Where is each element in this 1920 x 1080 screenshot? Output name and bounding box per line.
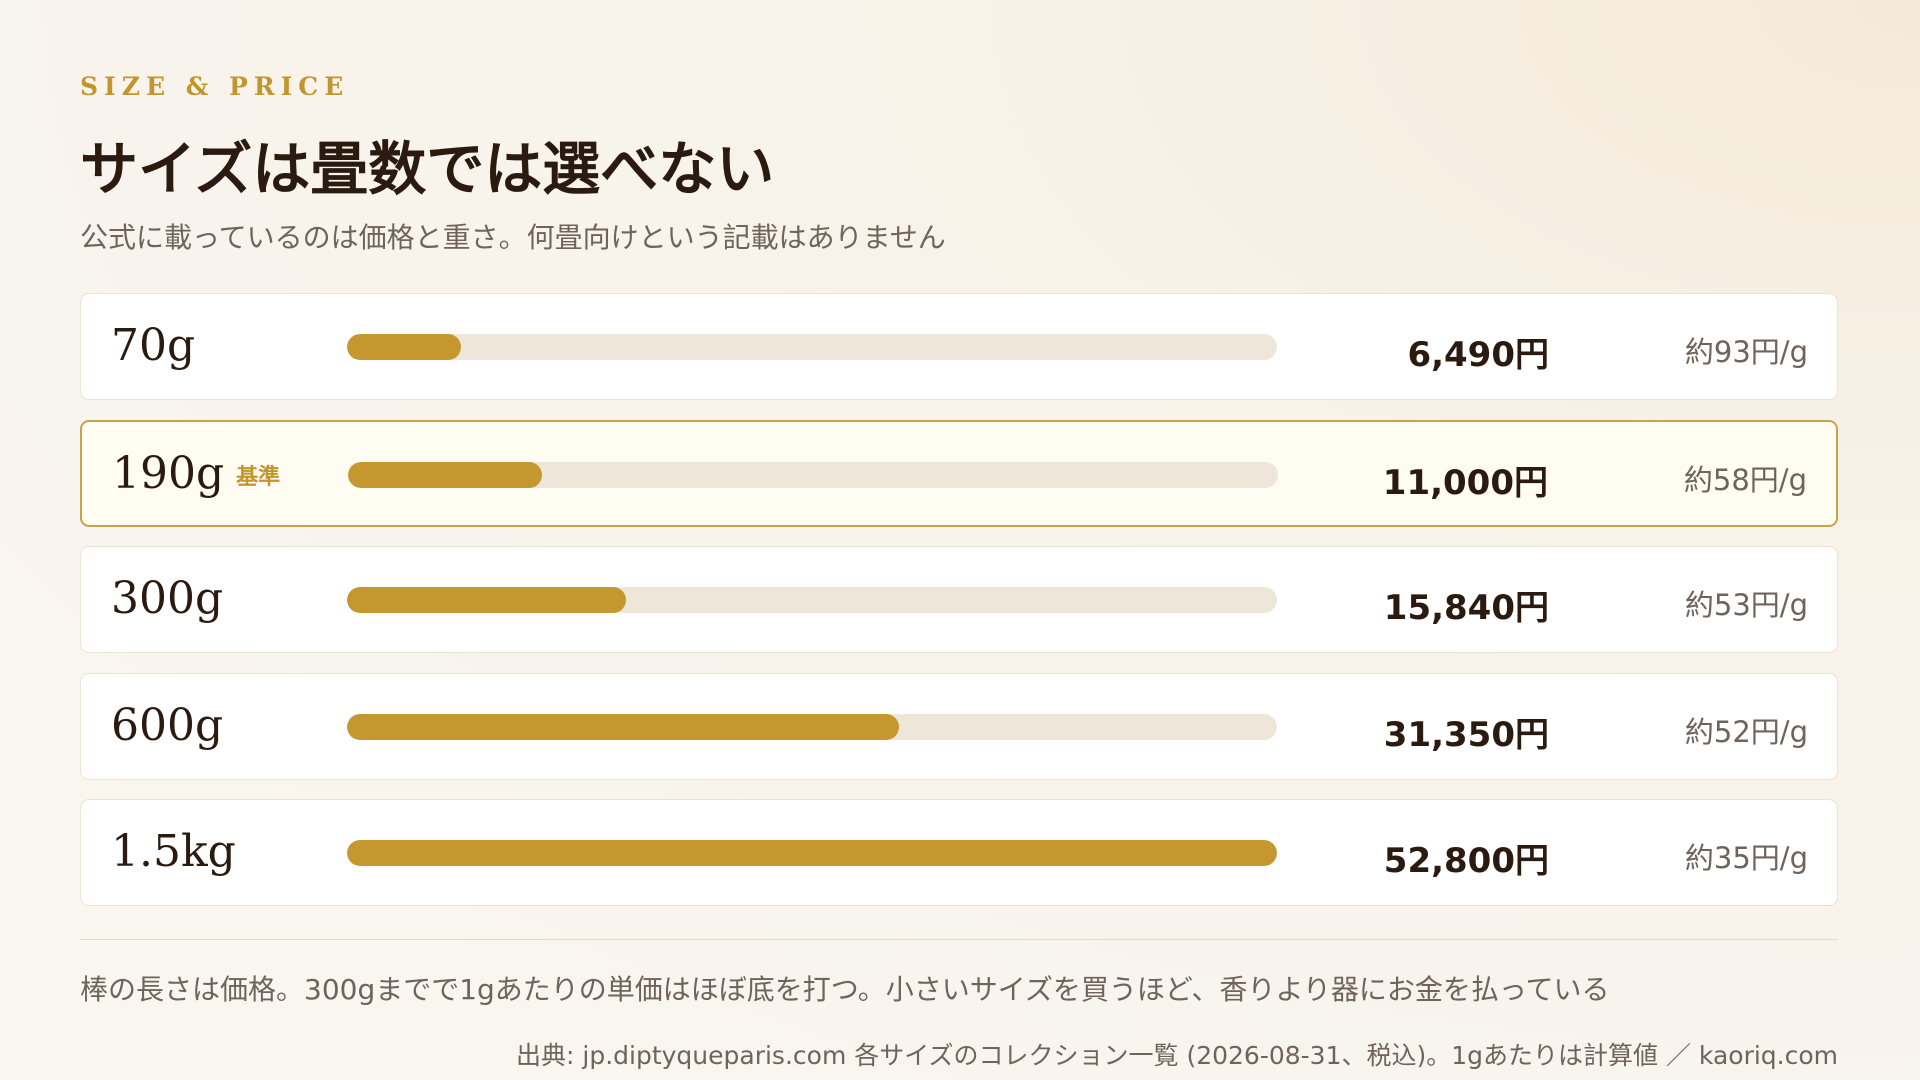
unit-price-label: 約58円/g [1683,462,1807,497]
bar-row: 600g 31,350円 約52円/g [80,672,1838,780]
page-subtitle: 公式に載っているのは価格と重さ。何畳向けという記載はありません [80,221,946,254]
page-title: サイズは畳数では選べない [80,135,775,203]
bar-track [347,713,1277,740]
unit-price-label: 約52円/g [1684,714,1808,749]
size-label: 600g [111,700,223,751]
bar [347,713,899,740]
size-label: 300g [111,573,223,624]
bar-track [348,461,1278,488]
unit-price-label: 約35円/g [1684,841,1808,875]
unit-price-label: 約53円/g [1684,588,1808,622]
size-label-text: 300g [111,573,224,624]
bar [347,587,626,613]
size-label-text: 190g [112,447,225,499]
chart-page: SIZE & PRICE サイズは畳数では選べない 公式に載っているのは価格と重… [80,0,1840,1080]
bar-track [347,840,1277,866]
bar-row: 300g 15,840円 約53円/g [80,546,1838,653]
bar [348,461,542,488]
bar-row: 70g 6,490円 約93円/g [80,293,1838,400]
source-credit: 出典: jp.diptyqueparis.com 各サイズのコレクション一覧 (… [516,1041,1838,1070]
price-label: 6,490円 [1407,335,1549,375]
price-label: 11,000円 [1382,462,1548,503]
size-label: 1.5kg [111,826,236,877]
bar-row: 190g 基準 11,000円 約58円/g [80,419,1838,527]
size-label: 70g [111,320,195,371]
bar [347,840,1277,866]
size-label-text: 1.5kg [111,826,236,877]
price-label: 31,350円 [1383,714,1549,755]
section-kicker: SIZE & PRICE [80,72,350,101]
baseline-badge: 基準 [236,464,281,490]
divider [80,939,1838,940]
unit-price-label: 約93円/g [1684,335,1808,369]
bar [347,334,461,360]
price-label: 52,800円 [1383,841,1549,881]
size-label-text: 600g [111,699,224,751]
price-label: 15,840円 [1383,588,1549,628]
size-label-text: 70g [111,320,196,371]
size-label: 190g 基準 [112,448,280,499]
bar-row: 1.5kg 52,800円 約35円/g [80,799,1838,906]
bar-track [347,334,1277,360]
bar-track [347,587,1277,613]
chart-note: 棒の長さは価格。300gまでで1gあたりの単価はほぼ底を打つ。小さいサイズを買う… [80,973,1610,1006]
